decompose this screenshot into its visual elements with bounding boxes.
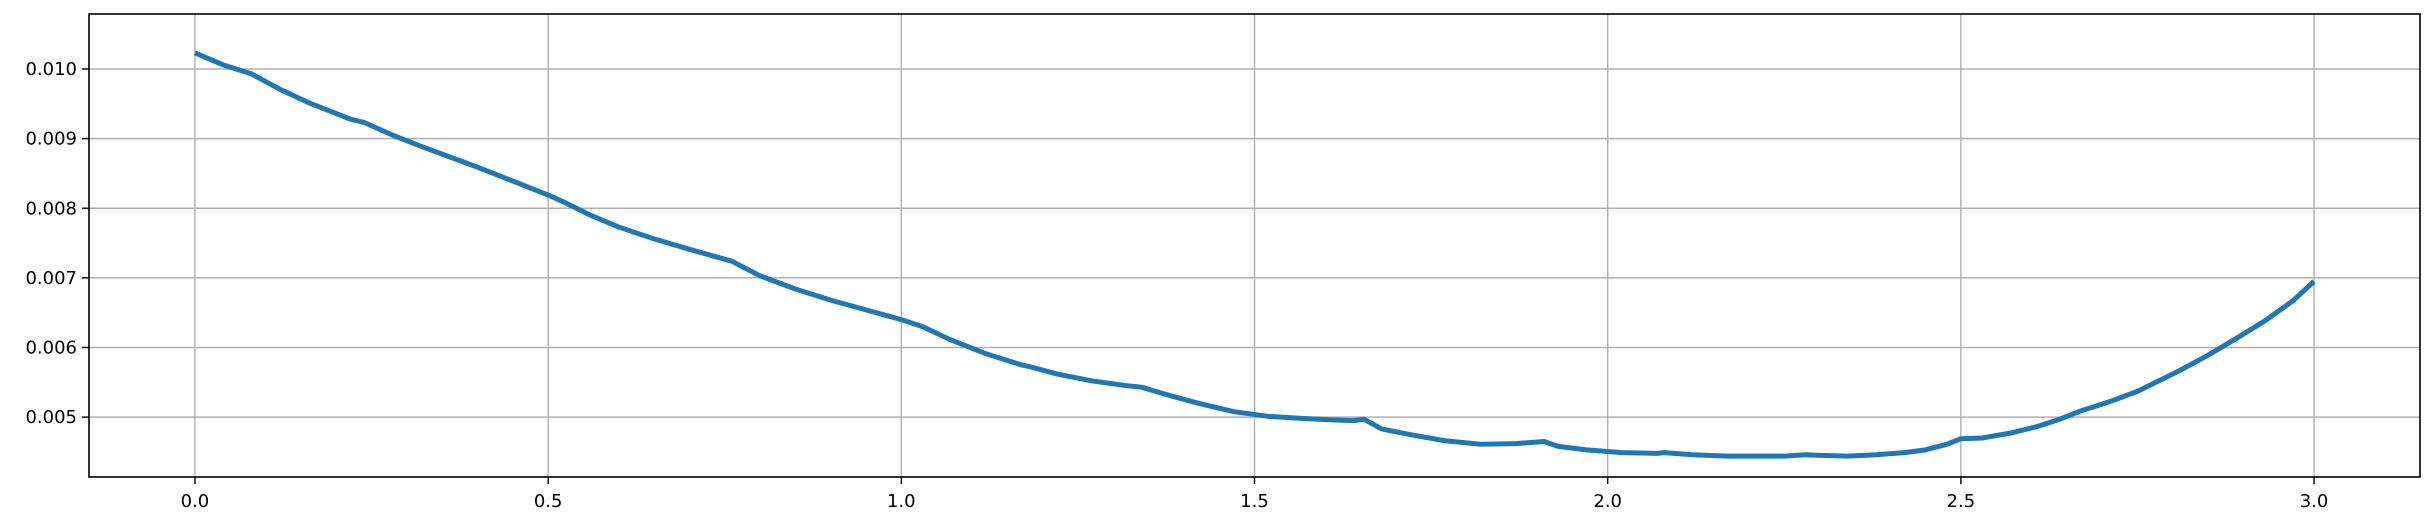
y-tick-label: 0.009	[25, 129, 77, 150]
x-tick-label: 1.0	[887, 491, 916, 512]
x-tick-label: 2.0	[1593, 491, 1622, 512]
y-tick-label: 0.007	[25, 268, 77, 289]
x-tick-label: 2.5	[1947, 491, 1976, 512]
x-tick-label: 3.0	[2300, 491, 2329, 512]
y-tick-label: 0.010	[25, 59, 77, 80]
y-tick-label: 0.006	[25, 337, 77, 358]
x-tick-label: 0.5	[534, 491, 563, 512]
series-line	[193, 50, 2316, 459]
series-layer	[193, 50, 2316, 459]
y-tick-label: 0.005	[25, 407, 77, 428]
y-gridlines	[89, 68, 2420, 418]
x-axis-ticks: 0.0 0.5 1.0 1.5 2.0 2.5 3.0	[181, 477, 2329, 512]
x-tick-label: 0.0	[181, 491, 210, 512]
y-tick-label: 0.008	[25, 198, 77, 219]
x-tick-label: 1.5	[1240, 491, 1269, 512]
x-gridlines	[194, 14, 2315, 477]
y-axis-ticks: 0.005 0.006 0.007 0.008 0.009 0.010	[25, 59, 89, 428]
